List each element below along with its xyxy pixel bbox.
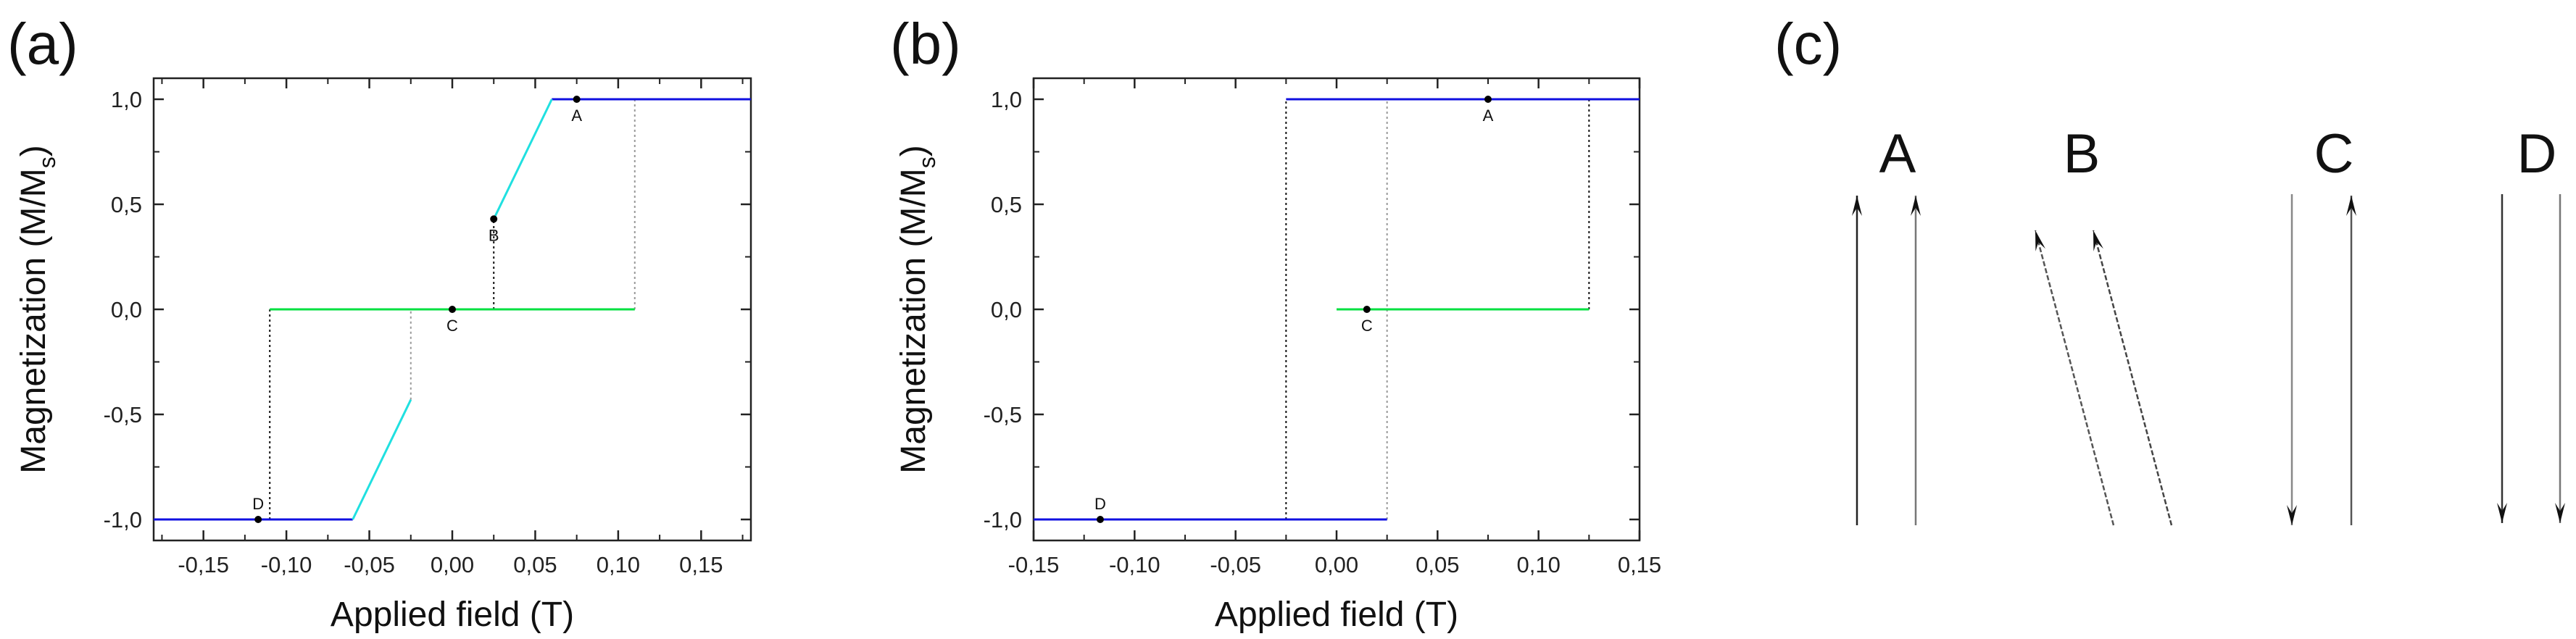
panel-letter-a: (a): [7, 12, 78, 76]
state-point-a: [573, 96, 581, 103]
y-tick-label: 0,5: [991, 192, 1022, 217]
spin-states-panel: A B C D: [1852, 123, 2565, 526]
state-point-d: [254, 516, 262, 523]
y-tick-label: 0,0: [991, 297, 1022, 322]
panel-letter-c: (c): [1774, 12, 1842, 76]
x-tick-label: 0,00: [1315, 552, 1358, 577]
y-tick-label: 0,0: [111, 297, 142, 322]
x-tick-label: -0,10: [1109, 552, 1160, 577]
state-point-c: [449, 306, 456, 313]
y-tick-label: -1,0: [104, 507, 142, 532]
chart-b: -0,15 -0,10 -0,05 0,00 0,05 0,10 0,15 -1,0 -0,5 0…: [894, 77, 1661, 634]
x-tick-label: -0,15: [1008, 552, 1060, 577]
x-tick-label: 0,10: [597, 552, 640, 577]
x-tick-label: -0,05: [1210, 552, 1261, 577]
point-label: B: [489, 226, 499, 244]
panel-letter-b: (b): [890, 12, 961, 76]
x-tick-label: 0,10: [1516, 552, 1560, 577]
state-label-c: C: [2314, 123, 2354, 185]
y-tick-label: 0,5: [111, 192, 142, 217]
y-tick-label: 1,0: [991, 87, 1022, 112]
y-axis-title-close: ): [14, 145, 53, 156]
arrowhead: [2093, 230, 2103, 251]
x-axis-title: Applied field (T): [331, 596, 574, 634]
state-label-d: D: [2517, 123, 2557, 185]
state-point-d: [1096, 516, 1104, 523]
y-axis-title-subscript: s: [914, 156, 940, 168]
state-b-moment-arrow: [2034, 230, 2115, 526]
arrowhead: [2035, 230, 2045, 251]
point-label: D: [1094, 495, 1106, 513]
chart-a: -0,15 -0,10 -0,05 0,00 0,05 0,10 0,15 -1,0 -0,5 0…: [14, 77, 752, 634]
y-tick-label: -0,5: [984, 402, 1022, 427]
state-label-a: A: [1879, 123, 1916, 185]
point-label: D: [252, 495, 264, 513]
arrowhead: [1852, 196, 1862, 216]
y-axis-title-main: Magnetization (M/M: [894, 168, 933, 473]
y-axis-title-close: ): [894, 145, 933, 156]
x-tick-label: 0,15: [1618, 552, 1661, 577]
y-axis-title: Magnetization (M/Ms): [14, 145, 60, 473]
arrowhead: [2346, 196, 2356, 216]
state-b-moment-arrow: [2092, 230, 2173, 526]
x-tick-label: 0,15: [679, 552, 723, 577]
x-axis-title: Applied field (T): [1215, 596, 1458, 634]
point-label: C: [446, 317, 458, 335]
arrowhead: [1911, 196, 1921, 216]
x-tick-label: 0,00: [431, 552, 474, 577]
state-point-b: [490, 215, 498, 223]
x-tick-label: -0,15: [178, 552, 229, 577]
y-axis-title-subscript: s: [34, 156, 60, 168]
series-rotation-negative: [352, 399, 412, 520]
x-tick-label: 0,05: [1416, 552, 1459, 577]
arrowhead: [2497, 503, 2507, 523]
state-point-c: [1363, 306, 1371, 313]
y-axis-title: Magnetization (M/Ms): [894, 145, 940, 473]
arrowhead: [2555, 503, 2565, 523]
y-axis-title-main: Magnetization (M/M: [14, 168, 53, 473]
state-label-b: B: [2064, 123, 2101, 185]
point-label: A: [1483, 106, 1494, 125]
x-tick-label: -0,10: [261, 552, 312, 577]
y-tick-label: 1,0: [111, 87, 142, 112]
state-point-a: [1484, 96, 1492, 103]
x-tick-label: -0,05: [344, 552, 395, 577]
point-label: A: [571, 106, 582, 125]
arrowhead: [2287, 505, 2297, 525]
y-tick-label: -0,5: [104, 402, 142, 427]
y-tick-label: -1,0: [984, 507, 1022, 532]
x-tick-label: 0,05: [513, 552, 557, 577]
point-label: C: [1361, 317, 1373, 335]
series-rotation-positive: [492, 99, 553, 220]
